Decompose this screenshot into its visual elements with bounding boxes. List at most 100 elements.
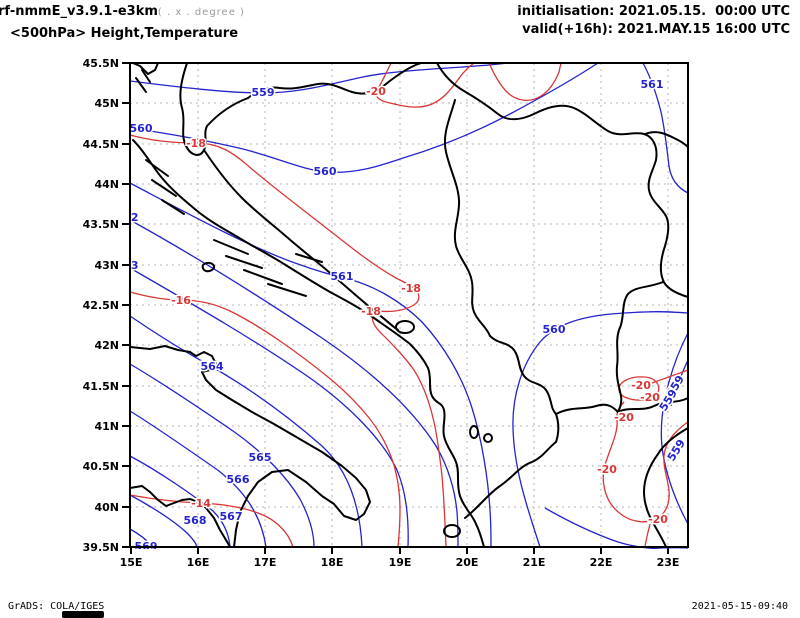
coastlines-and-borders bbox=[129, 62, 689, 548]
x-tick-label: 22E bbox=[590, 556, 613, 569]
y-tick-label: 42.5N bbox=[83, 299, 119, 312]
y-tick-label: 44N bbox=[94, 178, 119, 191]
initialisation-time: initialisation: 2021.05.15. 00:00 UTC bbox=[517, 4, 790, 19]
temperature-contour-label: -20 bbox=[631, 379, 651, 392]
temperature-contour-label: -20 bbox=[614, 411, 634, 424]
x-tick-label: 16E bbox=[187, 556, 210, 569]
height-contour-561-e bbox=[642, 62, 689, 194]
coastline-italy-adriatic bbox=[129, 345, 371, 548]
height-contour-label: 560 bbox=[543, 323, 566, 336]
variable-title: <500hPa> Height,Temperature bbox=[10, 26, 239, 41]
height-contour-563 bbox=[129, 267, 409, 548]
coastline-aegean-thermaic bbox=[643, 427, 689, 548]
temperature-contour-label: -20 bbox=[597, 463, 617, 476]
height-contour-567 bbox=[129, 455, 231, 548]
x-tick-label: 18E bbox=[321, 556, 344, 569]
y-tick-label: 43.5N bbox=[83, 218, 119, 231]
height-contour-559-s bbox=[544, 507, 688, 549]
height-contour-label: 565 bbox=[249, 451, 272, 464]
x-tick-label: 19E bbox=[389, 556, 412, 569]
height-contour-label: 564 bbox=[201, 360, 224, 373]
temperature-contours bbox=[129, 62, 689, 548]
lake-prespa bbox=[483, 433, 493, 443]
creation-timestamp: 2021-05-15-09:40 bbox=[691, 601, 788, 612]
model-name: wrf-nmmE_v3.9.1-e3km bbox=[0, 4, 158, 19]
temperature-contour-label: -14 bbox=[191, 497, 211, 510]
temperature-contour-label: -20 bbox=[648, 513, 668, 526]
map-frame bbox=[129, 62, 689, 548]
island-vis bbox=[201, 261, 216, 273]
y-tick-label: 40N bbox=[94, 501, 119, 514]
x-tick-label: 20E bbox=[456, 556, 479, 569]
x-tick-label: 17E bbox=[254, 556, 277, 569]
height-contour-562 bbox=[129, 219, 459, 548]
temperature-contour-label: -18 bbox=[401, 282, 421, 295]
height-contour-label: 561 bbox=[331, 270, 354, 283]
height-contour-565 bbox=[129, 363, 315, 548]
island-dalmatia-2 bbox=[225, 255, 263, 269]
island-krk bbox=[135, 77, 147, 93]
x-tick-label: 21E bbox=[523, 556, 546, 569]
temp-contour-minus20-se-loop bbox=[618, 376, 660, 401]
grads-credit: GrADS: COLA/IGES bbox=[8, 601, 105, 612]
temperature-contour-label: -20 bbox=[366, 85, 386, 98]
grid-note: ( . x . degree ) bbox=[157, 7, 245, 18]
temp-contour-minus14 bbox=[129, 494, 294, 548]
height-contour-label: 568 bbox=[184, 514, 207, 527]
coastline-italy-tyrrhenian bbox=[129, 485, 231, 548]
y-tick-label: 39.5N bbox=[83, 541, 119, 554]
height-contour-566 bbox=[129, 410, 267, 548]
height-contour-560-nw bbox=[129, 62, 599, 173]
border-drina bbox=[444, 99, 491, 337]
temp-contour-minus20-n bbox=[375, 62, 562, 108]
temperature-contour-labels: -20-18-16-18-18-14-20-20-20-20-20 bbox=[170, 84, 670, 528]
height-contour-564 bbox=[129, 315, 363, 548]
border-croatia-bosnia bbox=[203, 149, 399, 331]
height-contour-560-se bbox=[512, 310, 689, 548]
island-corfu bbox=[443, 524, 461, 538]
island-zadar-2 bbox=[151, 179, 177, 197]
island-dalmatia-3 bbox=[243, 269, 283, 285]
height-contour-568 bbox=[129, 494, 198, 548]
height-contour-label: 566 bbox=[227, 473, 250, 486]
temperature-contour-label: -16 bbox=[171, 294, 191, 307]
island-dalmatia-1 bbox=[213, 239, 249, 255]
temperature-contour-label: -20 bbox=[640, 391, 660, 404]
temp-contour-minus16 bbox=[129, 291, 401, 548]
height-contour-559-se-1 bbox=[660, 332, 689, 525]
coastline-east-adriatic bbox=[132, 139, 485, 548]
lake-ohrid bbox=[469, 425, 479, 439]
island-dalmatia-5 bbox=[295, 253, 323, 263]
height-contour-label: 561 bbox=[641, 78, 664, 91]
y-tick-label: 40.5N bbox=[83, 460, 119, 473]
lake-skadar bbox=[395, 320, 415, 334]
y-tick-label: 45N bbox=[94, 97, 119, 110]
height-contour-label: 560 bbox=[130, 122, 153, 135]
border-romania-east bbox=[644, 131, 689, 148]
y-tick-label: 45.5N bbox=[83, 57, 119, 70]
height-contour-label: 560 bbox=[314, 165, 337, 178]
border-kosovo-macedonia bbox=[489, 335, 557, 415]
y-tick-label: 44.5N bbox=[83, 138, 119, 151]
y-tick-label: 42N bbox=[94, 339, 119, 352]
height-contour-label: 567 bbox=[220, 510, 243, 523]
height-contour-label: 559 bbox=[252, 86, 275, 99]
height-contour-label: 563 bbox=[116, 259, 139, 272]
temperature-contour-label: -18 bbox=[186, 137, 206, 150]
island-zadar-1 bbox=[145, 159, 169, 177]
border-slovenia-croatia bbox=[179, 62, 249, 156]
axis-ticks bbox=[122, 62, 669, 554]
border-greece-north bbox=[464, 397, 689, 519]
y-tick-label: 43N bbox=[94, 259, 119, 272]
island-cres bbox=[141, 69, 151, 83]
x-tick-label: 23E bbox=[657, 556, 680, 569]
valid-time: valid(+16h): 2021.MAY.15 16:00 UTC bbox=[522, 22, 790, 37]
height-contour-569 bbox=[129, 528, 154, 548]
y-tick-label: 41N bbox=[94, 420, 119, 433]
border-bulgaria-macedonia bbox=[615, 281, 664, 413]
temp-contour-minus18 bbox=[129, 134, 447, 548]
island-dalmatia-4 bbox=[267, 283, 307, 297]
model-title: wrf-nmmE_v3.9.1-e3km( . x . degree ) bbox=[0, 4, 420, 22]
